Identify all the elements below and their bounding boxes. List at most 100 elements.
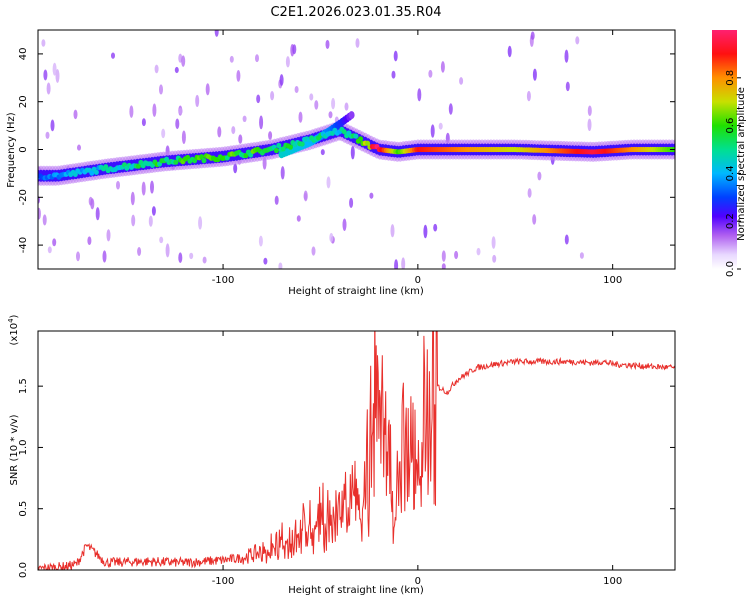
heatmap-noise-cell: [391, 70, 396, 79]
heatmap-noise-cell: [355, 38, 360, 48]
heatmap-noise-cell: [45, 131, 50, 139]
heatmap-noise-cell: [259, 115, 264, 130]
heatmap-noise-cell: [350, 145, 355, 160]
spectrogram-y-tick-label: 40: [18, 48, 29, 61]
heatmap-noise-cell: [417, 88, 422, 102]
heatmap-noise-cell: [428, 69, 433, 78]
colorbar: 0.0 0.2 0.4 0.6 0.8 Normalized spectral ampl…: [712, 30, 747, 277]
heatmap-noise-cell: [175, 118, 180, 130]
heatmap-noise-cell: [564, 234, 569, 245]
spectrogram-x-ticks: -100 0 100: [212, 30, 622, 286]
heatmap-noise-cell: [492, 254, 497, 263]
snr-x-ticks: -100 0 100: [212, 331, 622, 587]
spectrogram-y-tick-label: -40: [18, 237, 29, 253]
snr-y-tick-label: 0.0: [18, 562, 29, 578]
heatmap-noise-cell: [579, 252, 584, 259]
heatmap-noise-cell: [309, 93, 314, 101]
heatmap-noise-cell: [476, 247, 481, 256]
heatmap-noise-cell: [285, 56, 290, 68]
heatmap-noise-cell: [575, 36, 580, 45]
heatmap-noise-cell: [181, 130, 186, 144]
heatmap-noise-cell: [527, 188, 532, 198]
heatmap-noise-cell: [526, 90, 531, 102]
heatmap-noise-cell: [161, 128, 166, 139]
heatmap-noise-cell: [255, 54, 259, 63]
heatmap-noise-cell: [342, 218, 347, 231]
heatmap-noise-cell: [537, 171, 542, 181]
heatmap-noise-cell: [95, 207, 100, 221]
heatmap-noise-cell: [440, 61, 445, 73]
heatmap-noise-cell: [507, 45, 512, 58]
heatmap-noise-cell: [532, 214, 537, 225]
heatmap-noise-cell: [55, 69, 60, 83]
heatmap-noise-cell: [329, 232, 334, 243]
colorbar-tick-label: 0.0: [725, 261, 736, 277]
heatmap-noise-cell: [111, 52, 115, 59]
heatmap-noise-cell: [530, 31, 535, 40]
heatmap-noise-cell: [233, 163, 238, 174]
heatmap-noise-cell: [202, 256, 207, 264]
heatmap-noise-cell: [448, 103, 453, 115]
heatmap-noise-cell: [438, 122, 443, 130]
heatmap-noise-cell: [214, 30, 219, 37]
spectrogram-y-ticks: -40 -20 0 20 40: [18, 48, 675, 253]
heatmap-noise-cell: [116, 180, 120, 190]
heatmap-ridge-cell: [136, 163, 141, 169]
heatmap-noise-cell: [390, 224, 395, 238]
spectrogram-y-tick-label: 0: [18, 146, 29, 152]
heatmap-noise-cell: [369, 192, 374, 199]
heatmap-noise-cell: [294, 85, 299, 94]
heatmap-noise-cell: [229, 55, 234, 63]
heatmap-ridge-cell: [93, 169, 99, 175]
heatmap-ridge-cell: [288, 144, 293, 150]
heatmap-noise-cell: [159, 84, 163, 95]
heatmap-noise-cell: [238, 134, 243, 144]
heatmap-ridge-cell: [341, 129, 347, 135]
heatmap-noise-cell: [42, 214, 47, 226]
heatmap-noise-cell: [236, 69, 241, 82]
heatmap-ridge-cell: [103, 164, 109, 170]
heatmap-noise-cell: [47, 246, 52, 254]
heatmap-noise-cell: [77, 144, 81, 151]
spectrogram-y-label: Frequency (Hz): [6, 112, 17, 188]
snr-y-label: SNR (10 * v/v): [9, 414, 20, 485]
heatmap-noise-cell: [279, 74, 284, 86]
heatmap-noise-cell: [217, 126, 222, 138]
snr-scale-suffix: ): [9, 314, 20, 318]
heatmap-ridge-cell: [273, 147, 279, 154]
heatmap-noise-cell: [195, 94, 200, 107]
heatmap-noise-cell: [46, 82, 51, 95]
heatmap-ridge-cell: [248, 152, 254, 158]
heatmap-noise-cell: [43, 69, 48, 81]
snr-scale-label: (x104): [7, 314, 20, 345]
heatmap-ridge-cell: [365, 140, 371, 146]
heatmap-ridge-cell: [276, 142, 282, 149]
heatmap-noise-cell: [90, 198, 95, 210]
snr-plot-area: [38, 331, 675, 570]
colorbar-ticks: 0.0 0.2 0.4 0.6 0.8: [725, 70, 741, 277]
heatmap-noise-cell: [102, 250, 107, 263]
heatmap-noise-cell: [278, 262, 283, 269]
heatmap-noise-cell: [441, 263, 446, 269]
spectrogram-y-tick-label: 20: [18, 95, 29, 108]
spectrogram-y-tick-label: -20: [18, 189, 29, 205]
heatmap-noise-cell: [150, 180, 154, 194]
heatmap-noise-cell: [394, 259, 399, 269]
heatmap-noise-cell: [148, 215, 153, 227]
heatmap-noise-cell: [532, 68, 537, 81]
heatmap-noise-cell: [564, 49, 569, 63]
snr-y-tick-label: 0.5: [18, 501, 29, 517]
heatmap-noise-cell: [325, 39, 330, 49]
heatmap-noise-cell: [165, 243, 170, 258]
heatmap-noise-cell: [344, 102, 349, 111]
heatmap-ridge-cell: [201, 158, 207, 164]
colorbar-tick-label: 0.4: [725, 165, 736, 181]
heatmap-noise-cell: [292, 44, 297, 55]
snr-scale-prefix: (x10: [9, 323, 20, 346]
heatmap-noise-cell: [152, 103, 157, 117]
heatmap-noise-cell: [38, 207, 41, 220]
heatmap-noise-cell: [174, 66, 179, 74]
colorbar-gradient: [712, 30, 737, 269]
snr-x-label: Height of straight line (km): [288, 585, 424, 596]
